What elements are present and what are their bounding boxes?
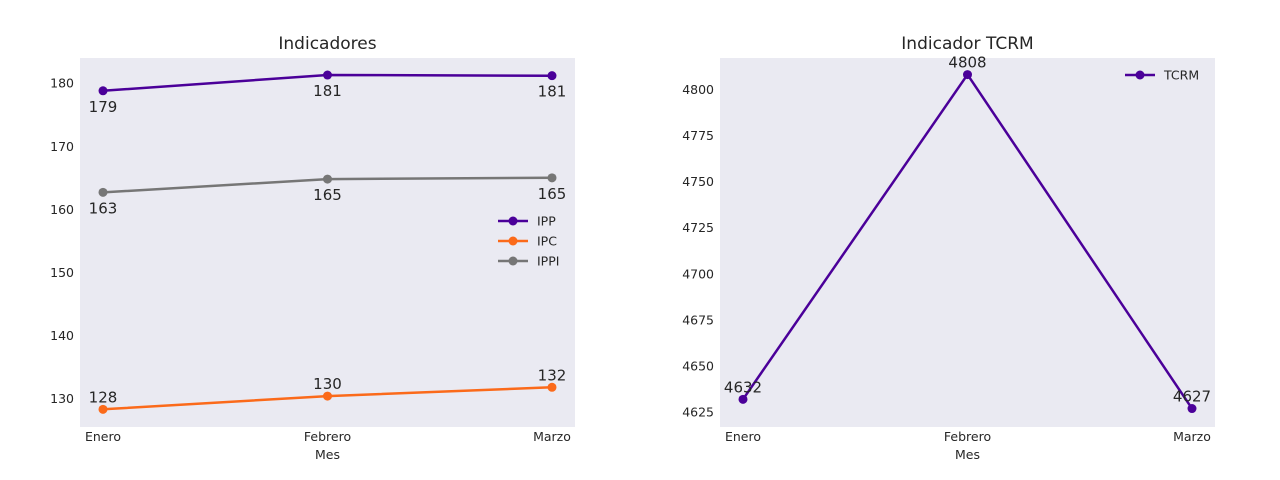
data-label-ippi: 163 — [89, 199, 118, 217]
y-tick-label: 4775 — [682, 128, 714, 143]
data-point-ipp — [547, 71, 557, 81]
chart-title: Indicadores — [278, 34, 376, 54]
data-point-ipc — [323, 391, 332, 401]
y-tick-label: 4650 — [682, 359, 714, 374]
data-label-ippi: 165 — [538, 185, 567, 203]
legend-marker-ipc — [508, 236, 518, 246]
y-tick-label: 4800 — [682, 82, 714, 97]
data-point-ippi — [323, 174, 332, 184]
series-points — [738, 70, 1197, 414]
y-tick-label: 4675 — [682, 312, 714, 327]
data-point-ipp — [98, 86, 108, 96]
data-label-ipp: 181 — [538, 83, 567, 101]
legend: IPP IPC IPPI — [498, 214, 559, 269]
legend-marker-tcrm — [1135, 70, 1145, 80]
plot-area — [80, 58, 575, 427]
x-tick-label: Marzo — [1173, 429, 1211, 444]
data-point-ippi — [98, 187, 108, 197]
data-label-ipc: 128 — [89, 388, 118, 406]
y-tick-label: 4725 — [682, 220, 714, 235]
y-tick-label: 4625 — [682, 405, 714, 420]
data-label-ipp: 179 — [89, 98, 118, 116]
chart-title: Indicador TCRM — [901, 34, 1033, 54]
data-point-ipc — [547, 382, 557, 392]
legend-label-ipc: IPC — [537, 234, 557, 249]
x-tick-label: Marzo — [533, 429, 571, 444]
legend: TCRM — [1125, 68, 1199, 83]
data-point-tcrm — [1187, 404, 1197, 414]
data-label-ippi: 165 — [313, 186, 342, 204]
plot-area — [720, 58, 1215, 427]
x-tick-label: Febrero — [304, 429, 351, 444]
x-tick-label: Enero — [85, 429, 121, 444]
chart-indicador-tcrm: Indicador TCRM Mes 462546504675470047254… — [682, 34, 1215, 462]
legend-label-tcrm: TCRM — [1163, 68, 1199, 83]
data-labels: 4632 4808 4627 — [724, 54, 1211, 406]
x-axis-label: Mes — [955, 447, 980, 462]
data-point-ipc — [98, 404, 108, 414]
x-tick-label: Enero — [725, 429, 761, 444]
x-tick-label: Febrero — [944, 429, 991, 444]
series-points — [98, 70, 557, 414]
data-point-ippi — [547, 173, 557, 183]
data-label-tcrm: 4808 — [948, 54, 986, 72]
legend-label-ippi: IPPI — [537, 254, 559, 269]
data-label-ipc: 130 — [313, 375, 342, 393]
data-labels: 179 181 181 128 130 132 163 165 165 — [89, 82, 567, 406]
data-point-tcrm — [963, 70, 972, 80]
data-label-tcrm: 4632 — [724, 378, 762, 396]
y-tick-label: 150 — [50, 265, 74, 280]
y-tick-label: 180 — [50, 76, 74, 91]
legend-marker-ipp — [508, 216, 518, 226]
legend-marker-ippi — [508, 256, 518, 266]
data-label-ipc: 132 — [538, 366, 567, 384]
y-tick-label: 160 — [50, 202, 74, 217]
data-label-ipp: 181 — [313, 82, 342, 100]
chart-indicadores: Indicadores Mes 130 140 150 160 170 180 Enero F… — [50, 34, 575, 462]
data-point-ipp — [323, 70, 332, 80]
data-label-tcrm: 4627 — [1173, 388, 1211, 406]
tick-labels: 130 140 150 160 170 180 Enero Febrero Marzo — [50, 76, 571, 444]
tick-labels: 4625 4650 4675 4700 4725 4750 4775 4800 Enero Feb… — [682, 82, 1211, 444]
y-tick-label: 170 — [50, 139, 74, 154]
y-tick-label: 140 — [50, 328, 74, 343]
y-tick-label: 4700 — [682, 266, 714, 281]
legend-label-ipp: IPP — [537, 214, 556, 229]
x-axis-label: Mes — [315, 447, 340, 462]
y-tick-label: 4750 — [682, 174, 714, 189]
data-point-tcrm — [738, 394, 748, 404]
y-tick-label: 130 — [50, 391, 74, 406]
